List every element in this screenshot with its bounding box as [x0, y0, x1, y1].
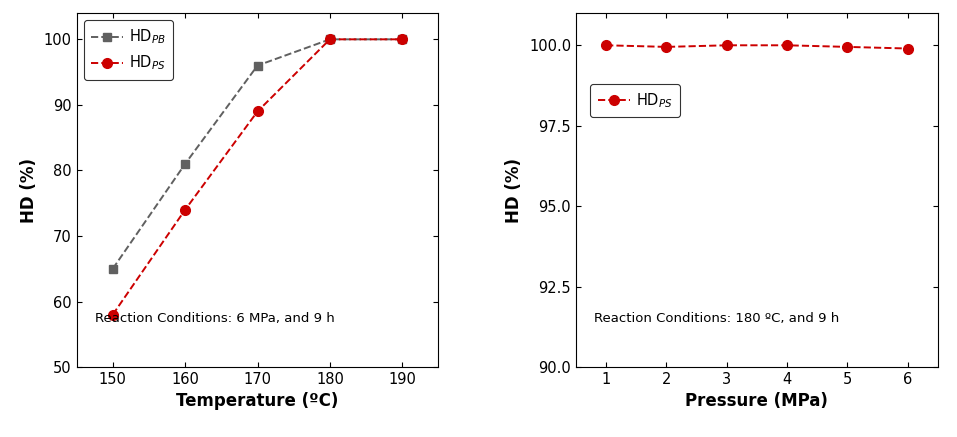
HD$_{PS}$ — [781, 43, 792, 48]
Text: Reaction Conditions: 180 ºC, and 9 h: Reaction Conditions: 180 ºC, and 9 h — [594, 312, 839, 325]
HD$_{PS}$ — [660, 44, 672, 49]
HD$_{PB}$ — [324, 37, 336, 42]
HD$_{PS}$ — [396, 37, 408, 42]
HD$_{PB}$ — [107, 266, 119, 271]
X-axis label: Temperature (ºC): Temperature (ºC) — [176, 392, 339, 410]
Line: HD$_{PS}$: HD$_{PS}$ — [108, 35, 407, 319]
HD$_{PS}$ — [841, 44, 853, 49]
HD$_{PB}$ — [179, 161, 190, 166]
HD$_{PB}$ — [396, 37, 408, 42]
Line: HD$_{PB}$: HD$_{PB}$ — [108, 35, 407, 273]
HD$_{PS}$ — [179, 207, 190, 212]
HD$_{PS}$ — [252, 109, 263, 114]
HD$_{PB}$ — [252, 63, 263, 68]
HD$_{PS}$ — [107, 312, 119, 317]
Text: Reaction Conditions: 6 MPa, and 9 h: Reaction Conditions: 6 MPa, and 9 h — [95, 312, 334, 325]
Legend: HD$_{PS}$: HD$_{PS}$ — [590, 84, 679, 118]
HD$_{PS}$ — [901, 46, 913, 51]
HD$_{PS}$ — [600, 43, 612, 48]
Line: HD$_{PS}$: HD$_{PS}$ — [601, 41, 913, 53]
Legend: HD$_{PB}$, HD$_{PS}$: HD$_{PB}$, HD$_{PS}$ — [84, 21, 173, 80]
Y-axis label: HD (%): HD (%) — [505, 158, 523, 222]
X-axis label: Pressure (MPa): Pressure (MPa) — [685, 392, 829, 410]
Y-axis label: HD (%): HD (%) — [20, 158, 38, 222]
HD$_{PS}$ — [324, 37, 336, 42]
HD$_{PS}$ — [721, 43, 732, 48]
